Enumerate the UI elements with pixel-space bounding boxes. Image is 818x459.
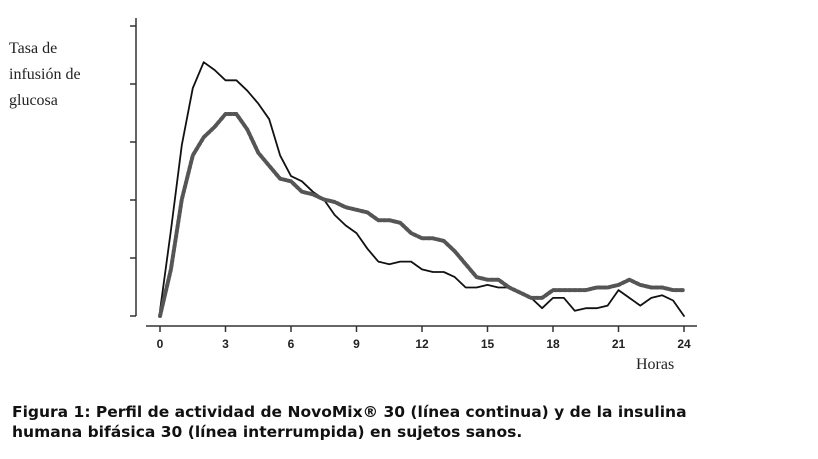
y-axis-label: Tasa de infusión de glucosa (9, 36, 129, 114)
x-tick-label: 24 (677, 337, 691, 351)
series-line-dashed (158, 112, 686, 318)
y-axis-label-line-1: Tasa de (9, 40, 58, 57)
x-tick-label: 3 (222, 337, 229, 351)
x-axis-label: Horas (636, 356, 675, 373)
y-axis-label-line-3: glucosa (9, 92, 58, 109)
chart-ticks: 0 3 6 9 12 15 18 21 24 (130, 25, 691, 351)
y-axis-label-line-2: infusión de (9, 66, 81, 83)
x-tick-label: 9 (353, 337, 360, 351)
figure-caption-line-2: humana bifásica 30 (línea interrumpida) … (12, 423, 523, 441)
figure-caption-line-1: Figura 1: Perfil de actividad de NovoMix… (12, 403, 687, 421)
x-tick-label: 15 (481, 337, 495, 351)
x-tick-label: 21 (612, 337, 626, 351)
chart-series (158, 61, 686, 318)
x-tick-label: 0 (157, 337, 164, 351)
line-chart: 0 3 6 9 12 15 18 21 24 (130, 18, 697, 351)
x-tick-label: 12 (415, 337, 429, 351)
series-line-solid (159, 61, 685, 317)
x-tick-label: 18 (546, 337, 560, 351)
figure-caption: Figura 1: Perfil de actividad de NovoMix… (12, 402, 812, 442)
chart-axes (135, 18, 697, 327)
x-tick-label: 6 (288, 337, 295, 351)
